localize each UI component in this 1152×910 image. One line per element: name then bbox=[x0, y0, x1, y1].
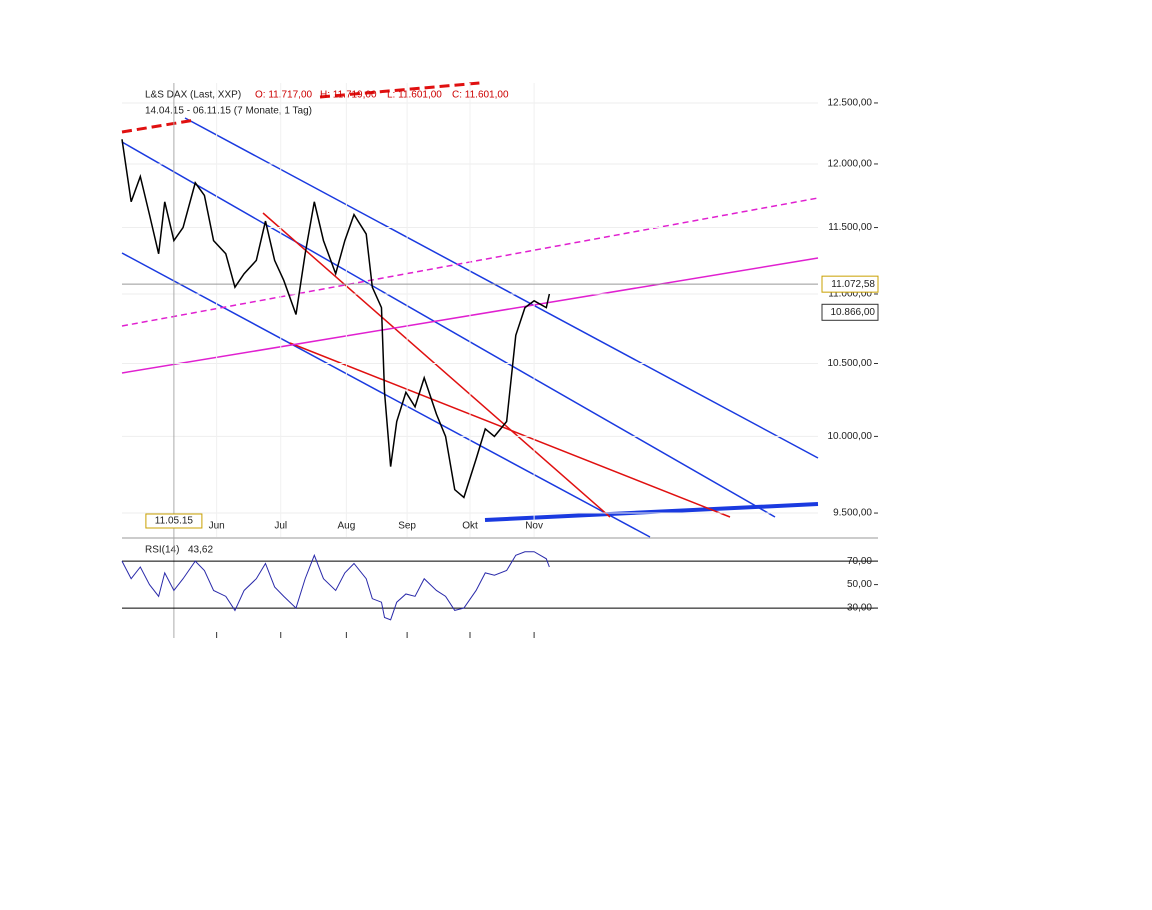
y-tick-label: 9.500,00 bbox=[833, 508, 872, 519]
trend-line bbox=[184, 117, 819, 459]
instrument: L&S DAX (Last, XXP) bbox=[145, 90, 241, 101]
trend-line bbox=[289, 342, 731, 518]
y-tick-label: 50,00 bbox=[847, 579, 872, 590]
high: H: 11.719,00 bbox=[320, 90, 377, 101]
rsi-last: 43,62 bbox=[188, 545, 213, 556]
trend-line bbox=[319, 81, 481, 99]
x-tick-label: Sep bbox=[398, 521, 416, 532]
price-label: 10.866,00 bbox=[831, 307, 876, 318]
y-tick-label: 11.500,00 bbox=[828, 222, 872, 233]
price-box bbox=[821, 303, 879, 321]
crosshair-label: 11.05.15 bbox=[155, 516, 194, 527]
trend-line bbox=[121, 252, 651, 538]
trend-line bbox=[484, 502, 819, 522]
x-tick-label: Okt bbox=[462, 521, 478, 532]
y-tick-label: 12.500,00 bbox=[828, 98, 873, 109]
trend-line bbox=[121, 141, 776, 518]
price-box bbox=[821, 275, 879, 293]
price-line-series bbox=[121, 139, 551, 499]
rsi-line bbox=[121, 551, 550, 621]
y-tick-label: 10.000,00 bbox=[828, 431, 873, 442]
rsi-title: RSI(14) bbox=[145, 545, 179, 556]
y-tick-label: 12.000,00 bbox=[828, 159, 873, 170]
y-tick-label: 10.500,00 bbox=[828, 358, 873, 369]
date-range: 14.04.15 - 06.11.15 (7 Monate, 1 Tag) bbox=[145, 106, 312, 117]
price-label: 11.072,58 bbox=[831, 279, 875, 290]
y-tick-label: 11.000,00 bbox=[828, 289, 872, 300]
y-tick-label: 70,00 bbox=[847, 556, 872, 567]
x-tick-label: Jun bbox=[209, 521, 225, 532]
crosshair-box bbox=[145, 513, 203, 529]
open: O: 11.717,00 bbox=[255, 90, 313, 101]
x-tick-label: Nov bbox=[525, 521, 543, 532]
y-tick-label: 30,00 bbox=[847, 603, 872, 614]
trend-line bbox=[262, 212, 611, 518]
low: L: 11.601,00 bbox=[387, 90, 442, 101]
x-tick-label: Aug bbox=[337, 521, 355, 532]
x-tick-label: Jul bbox=[274, 521, 287, 532]
trend-line bbox=[121, 118, 196, 134]
close: C: 11.601,00 bbox=[452, 90, 509, 101]
